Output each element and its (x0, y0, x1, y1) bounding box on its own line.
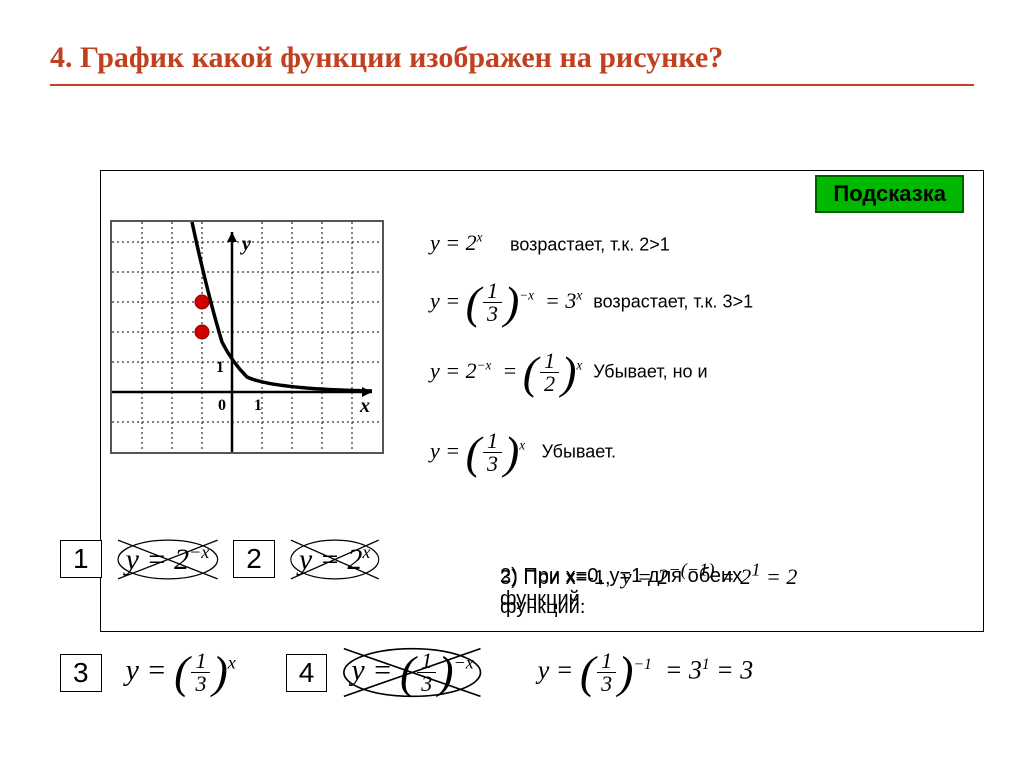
hint-button[interactable]: Подсказка (815, 175, 964, 213)
svg-text:1: 1 (216, 359, 224, 376)
option-1-number[interactable]: 1 (60, 540, 102, 578)
svg-text:y: y (240, 233, 251, 255)
option-1[interactable]: y = 2−x (120, 542, 216, 577)
explain-2: y = (13)−x = 3x возрастает, т.к. 3>1 (430, 280, 753, 325)
svg-text:x: x (359, 395, 370, 417)
step-3-text: 2) При x=0, y=1 для обеих функций. 3) Пр… (500, 560, 797, 619)
explain-4: y = (13)x Убывает. (430, 430, 616, 475)
option-4[interactable]: y = (13)−x (345, 650, 479, 695)
function-graph: y x 0 1 1 (110, 220, 384, 454)
option-2[interactable]: y = 2x (293, 542, 377, 577)
final-calculation: y = (13)−1 = 31 = 3 (532, 650, 759, 695)
option-4-number[interactable]: 4 (286, 654, 328, 692)
title-rule (50, 84, 974, 86)
answer-row-2: 3 y = (13)x 4 y = (13)−x y = (13)−1 = 31… (60, 650, 759, 695)
option-3[interactable]: y = (13)x (120, 650, 242, 695)
question-title: 4. График какой функции изображен на рис… (50, 40, 974, 76)
explain-1: y = 2x возрастает, т.к. 2>1 (430, 230, 670, 256)
option-3-number[interactable]: 3 (60, 654, 102, 692)
option-2-number[interactable]: 2 (233, 540, 275, 578)
svg-text:0: 0 (218, 397, 226, 414)
explain-3: y = 2−x = (12)x Убывает, но и (430, 350, 708, 395)
svg-text:1: 1 (254, 397, 262, 414)
